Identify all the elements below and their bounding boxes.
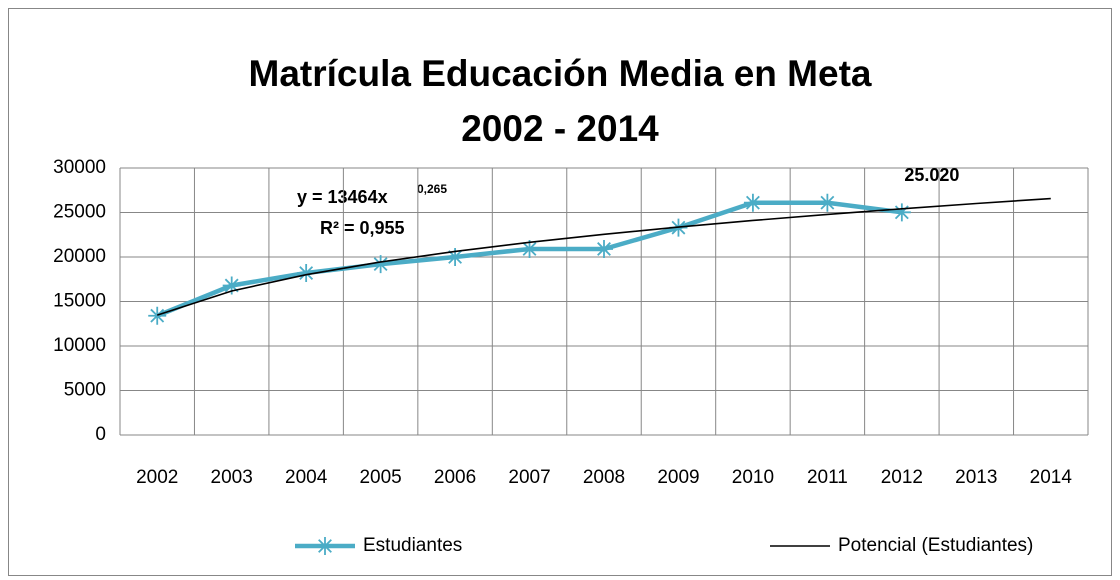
x-tick-label: 2004 — [285, 467, 328, 488]
trend-exponent: 0,265 — [417, 182, 447, 196]
trend-r-squared: R² = 0,955 — [320, 218, 405, 238]
y-tick-label: 30000 — [53, 157, 106, 178]
chart-title: 2002 - 2014 — [461, 108, 659, 149]
y-tick-label: 10000 — [53, 335, 106, 356]
data-marker — [595, 239, 613, 258]
data-marker — [520, 239, 539, 258]
data-marker — [371, 255, 390, 274]
y-tick-label: 0 — [95, 424, 106, 445]
x-tick-label: 2011 — [807, 467, 848, 488]
chart-title: Matrícula Educación Media en Meta — [249, 53, 872, 94]
series-line — [156, 197, 1051, 316]
data-marker — [818, 193, 837, 212]
x-tick-label: 2009 — [657, 467, 699, 488]
x-tick-label: 2010 — [732, 467, 774, 488]
chart-border — [8, 8, 1112, 576]
trend-equation: y = 13464x — [297, 187, 388, 207]
legend-label: Estudiantes — [363, 535, 462, 556]
data-marker — [446, 248, 465, 266]
x-tick-label: 2012 — [881, 467, 923, 488]
data-marker — [297, 264, 316, 283]
data-marker — [892, 203, 911, 222]
x-tick-label: 2002 — [136, 467, 178, 488]
legend-marker — [316, 537, 334, 555]
x-tick-label: 2013 — [955, 467, 997, 488]
legend-label: Potencial (Estudiantes) — [838, 535, 1033, 556]
x-tick-label: 2014 — [1030, 467, 1073, 488]
x-tick-label: 2007 — [508, 467, 550, 488]
y-tick-label: 25000 — [53, 202, 106, 223]
y-tick-label: 15000 — [53, 291, 106, 312]
data-marker — [148, 306, 167, 325]
x-tick-label: 2003 — [211, 467, 253, 488]
y-tick-label: 5000 — [64, 380, 106, 401]
x-tick-label: 2005 — [359, 467, 401, 488]
data-marker — [743, 193, 762, 212]
x-tick-label: 2008 — [583, 467, 625, 488]
y-tick-label: 20000 — [53, 246, 106, 267]
data-marker — [222, 276, 241, 295]
data-label: 25.020 — [904, 165, 959, 185]
x-tick-label: 2006 — [434, 467, 476, 488]
